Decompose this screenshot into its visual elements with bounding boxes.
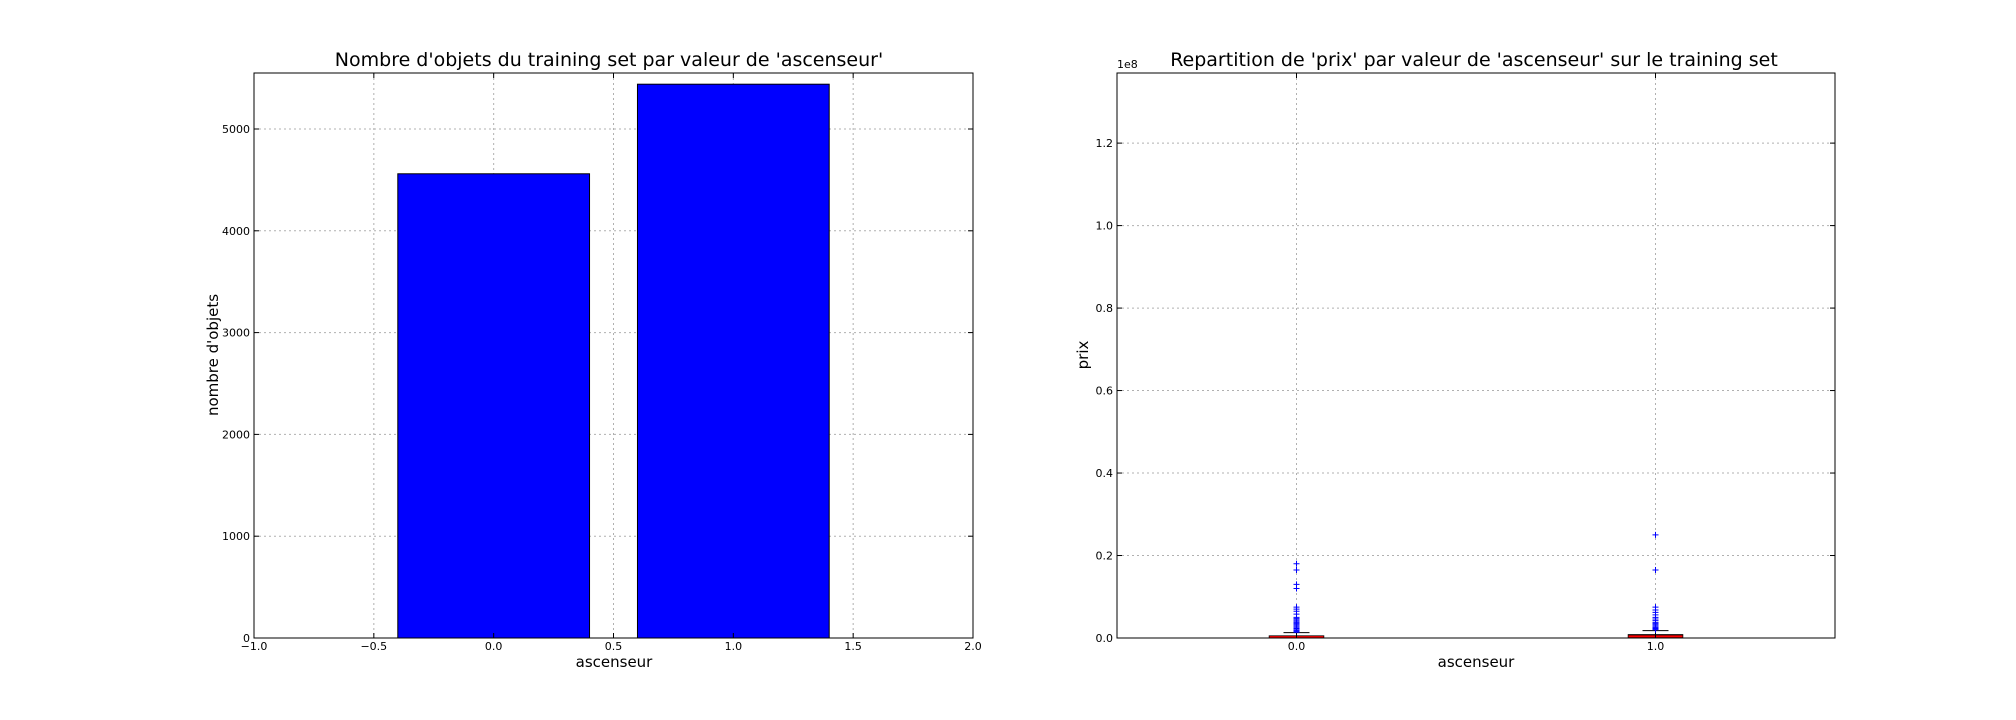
y-tick-label: 0.8 bbox=[1096, 302, 1114, 315]
x-tick-label: −0.5 bbox=[360, 640, 387, 653]
x-tick-label: 1.5 bbox=[844, 640, 862, 653]
y-tick-label: 1.0 bbox=[1096, 220, 1114, 233]
y-tick-label: 5000 bbox=[222, 123, 250, 136]
x-axis-label: ascenseur bbox=[576, 653, 654, 671]
x-tick-label: 1.0 bbox=[1647, 640, 1665, 653]
y-axis-label: nombre d'objets bbox=[204, 294, 222, 416]
bar-chart: Nombre d'objets du training set par vale… bbox=[204, 49, 982, 671]
y-tick-label: 1000 bbox=[222, 530, 250, 543]
y-axis-label: prix bbox=[1074, 341, 1092, 370]
x-ticks: 0.0 1.0 bbox=[1288, 73, 1665, 653]
bars bbox=[397, 83, 830, 639]
y-offset-label: 1e8 bbox=[1117, 58, 1138, 71]
x-axis-label: ascenseur bbox=[1438, 653, 1516, 671]
y-tick-label: 0.6 bbox=[1096, 385, 1114, 398]
outlier-point bbox=[1652, 566, 1659, 573]
x-tick-label: 0.0 bbox=[1288, 640, 1306, 653]
y-tick-label: 4000 bbox=[222, 225, 250, 238]
x-ticks: −1.0 −0.5 0.0 0.5 1.0 1.5 2.0 bbox=[241, 73, 982, 653]
y-tick-label: 1.2 bbox=[1096, 137, 1114, 150]
outlier-point bbox=[1293, 566, 1300, 573]
chart-title: Repartition de 'prix' par valeur de 'asc… bbox=[1170, 49, 1778, 71]
boxes bbox=[1268, 531, 1684, 639]
bar bbox=[397, 173, 591, 639]
plot-frame bbox=[1116, 72, 1836, 639]
x-tick-label: 0.0 bbox=[485, 640, 503, 653]
outlier-point bbox=[1652, 531, 1659, 538]
y-tick-label: 0.2 bbox=[1096, 550, 1114, 563]
outlier-point bbox=[1293, 585, 1300, 592]
y-tick-label: 0.4 bbox=[1096, 467, 1114, 480]
outlier-point bbox=[1293, 560, 1300, 567]
x-tick-label: 2.0 bbox=[964, 640, 982, 653]
x-tick-label: 1.0 bbox=[725, 640, 743, 653]
chart-title: Nombre d'objets du training set par vale… bbox=[335, 49, 883, 71]
y-tick-label: 3000 bbox=[222, 327, 250, 340]
x-tick-label: 0.5 bbox=[605, 640, 623, 653]
box-chart: Repartition de 'prix' par valeur de 'asc… bbox=[1074, 49, 1836, 671]
y-ticks: 0.0 0.2 0.4 0.6 0.8 1.0 1.2 bbox=[1096, 137, 1835, 645]
y-tick-label: 2000 bbox=[222, 428, 250, 441]
grid bbox=[254, 73, 973, 638]
y-tick-label: 0.0 bbox=[1096, 632, 1114, 645]
y-tick-label: 0 bbox=[243, 632, 250, 645]
x-tick-label: −1.0 bbox=[241, 640, 268, 653]
grid bbox=[1117, 73, 1835, 638]
outlier-point bbox=[1652, 626, 1659, 633]
bar bbox=[636, 83, 830, 639]
y-ticks: 0 1000 2000 3000 4000 5000 bbox=[222, 123, 973, 645]
